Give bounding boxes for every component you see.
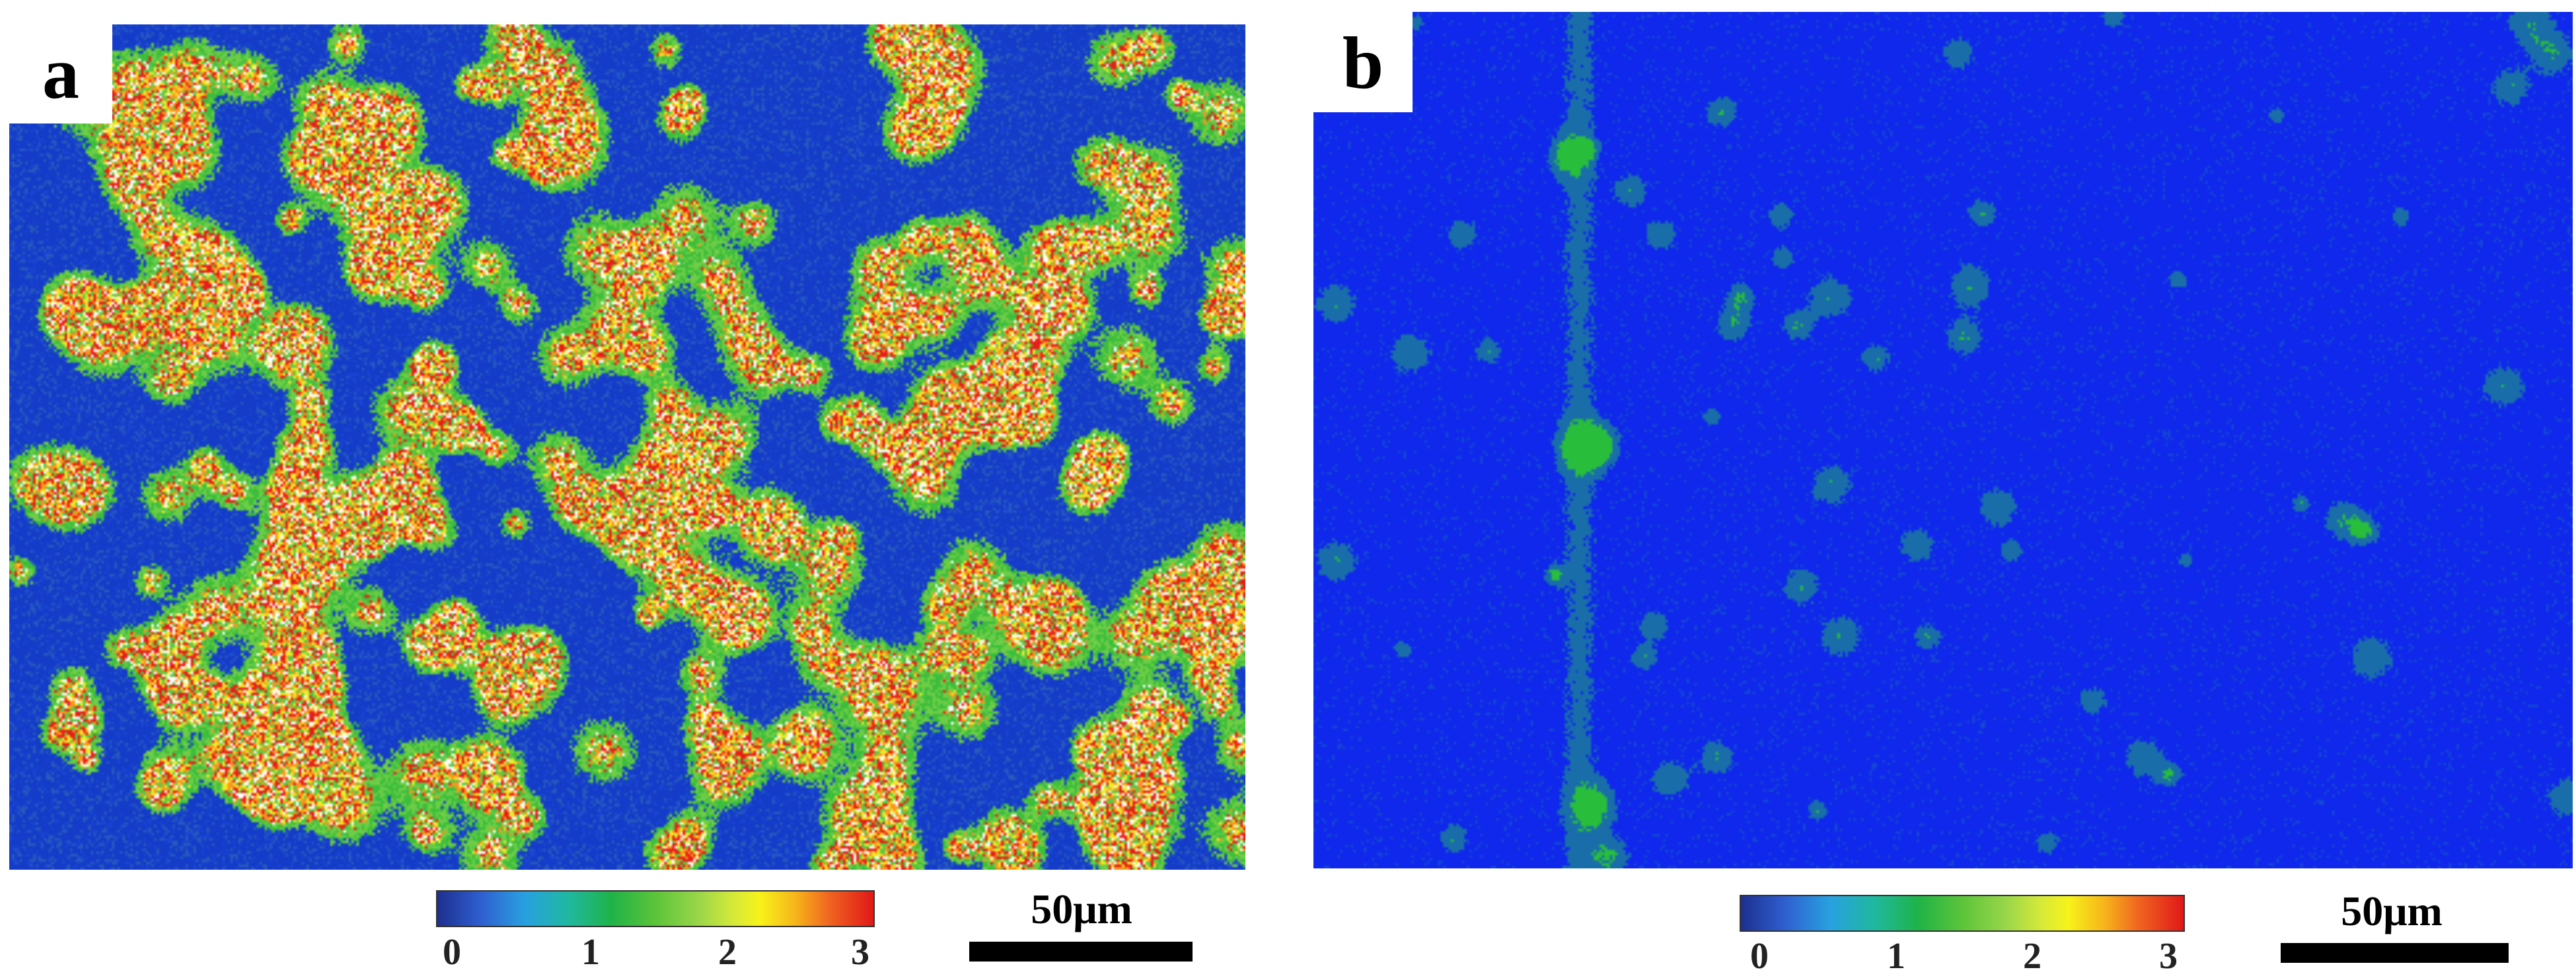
scalebar-label-a: 50μm <box>1031 886 1132 932</box>
misorientation-map-image-b <box>1313 12 2573 868</box>
colorbar-tick-b-2: 2 <box>2023 936 2042 977</box>
colorbar-tick-a-0: 0 <box>443 932 461 973</box>
kam-map-b <box>1313 12 2573 868</box>
misorientation-map-image-a <box>9 24 1245 870</box>
panel-label-a: a <box>9 24 112 123</box>
colorbar-tick-b-0: 0 <box>1750 936 1769 977</box>
colorbar-tick-a-2: 2 <box>718 932 737 973</box>
panel-label-b: b <box>1313 12 1413 112</box>
scalebar-label-b: 50μm <box>2341 888 2443 934</box>
scalebar-a <box>969 942 1193 962</box>
colorbar-tick-b-1: 1 <box>1887 936 1905 977</box>
colorbar-tick-a-3: 3 <box>851 932 869 973</box>
scalebar-b <box>2281 943 2509 963</box>
colorbar-a <box>436 890 875 927</box>
colorbar-tick-b-3: 3 <box>2159 936 2178 977</box>
colorbar-tick-a-1: 1 <box>581 932 600 973</box>
colorbar-b <box>1740 895 2185 932</box>
kam-map-a <box>9 24 1245 870</box>
